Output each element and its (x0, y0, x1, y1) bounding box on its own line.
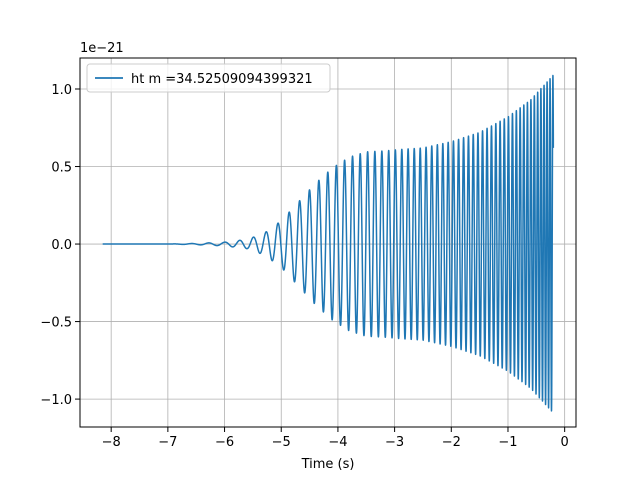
x-tick-label: −7 (158, 435, 177, 450)
plot-area (101, 74, 555, 412)
y-offset-label: 1e−21 (80, 41, 124, 56)
x-tick-label: −4 (328, 435, 347, 450)
y-tick-label: 0.0 (51, 238, 72, 253)
y-tick-label: 1.0 (51, 83, 72, 98)
y-tick-label: 0.5 (51, 161, 72, 176)
x-tick-label: −8 (102, 435, 121, 450)
legend: ht m =34.52509094399321 (86, 63, 331, 93)
x-axis-label: Time (s) (301, 457, 355, 472)
y-tick-label: −0.5 (40, 316, 72, 331)
x-axis: −8 −7 −6 −5 −4 −3 −2 −1 0 (102, 427, 569, 450)
x-tick-label: −2 (442, 435, 461, 450)
y-axis: −1.0 −0.5 0.0 0.5 1.0 (40, 83, 80, 408)
x-tick-label: −1 (498, 435, 517, 450)
x-tick-label: −3 (385, 435, 404, 450)
x-tick-label: −6 (215, 435, 234, 450)
waveform-series-line (101, 74, 555, 412)
x-tick-label: −5 (272, 435, 291, 450)
legend-box (86, 63, 331, 93)
axes-frame (79, 57, 577, 428)
y-tick-label: −1.0 (40, 393, 72, 408)
x-tick-label: 0 (561, 435, 569, 450)
legend-entry-label: ht m =34.52509094399321 (131, 72, 313, 87)
